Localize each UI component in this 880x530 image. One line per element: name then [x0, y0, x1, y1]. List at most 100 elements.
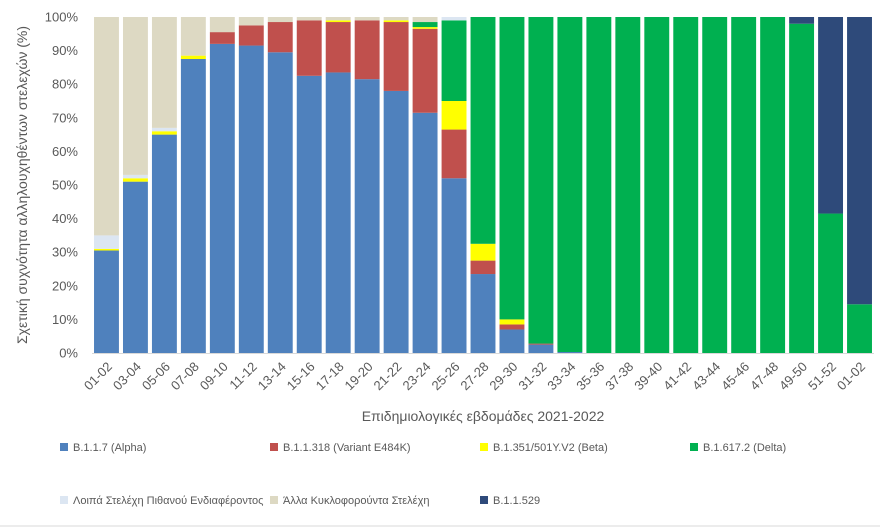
- bar-segment: [441, 129, 467, 179]
- bar-segment: [122, 174, 148, 179]
- bar-segment: [296, 17, 322, 21]
- bar-segment: [151, 131, 177, 135]
- bar-segment: [354, 20, 380, 80]
- bar-segment: [354, 79, 380, 353]
- bar-segment: [499, 17, 525, 320]
- bar-segment: [557, 351, 583, 353]
- y-tick-label: 80%: [52, 77, 78, 92]
- bar-segment: [209, 17, 235, 33]
- y-axis-title: Σχετική συχνότητα αλληλουχηθέντων στελεχ…: [14, 26, 30, 344]
- bar-segment: [818, 17, 844, 214]
- legend-label: B.1.617.2 (Delta): [703, 442, 786, 454]
- bar-segment: [238, 45, 264, 354]
- bar-segment: [325, 72, 351, 353]
- y-tick-label: 60%: [52, 144, 78, 159]
- bar-segment: [209, 43, 235, 353]
- bar-segment: [470, 17, 496, 244]
- bar-segment: [789, 23, 815, 353]
- bar-segment: [267, 52, 293, 353]
- legend-label: B.1.1.529: [493, 495, 540, 507]
- y-tick-label: 70%: [52, 110, 78, 125]
- bar-segment: [470, 260, 496, 275]
- legend-label: Λοιπά Στελέχη Πιθανού Ενδιαφέροντος: [73, 495, 263, 507]
- x-tick-label: 41-42: [660, 359, 694, 393]
- legend-swatch: [690, 443, 698, 451]
- y-tick-label: 40%: [52, 211, 78, 226]
- x-axis-title: Επιδημιολογικές εβδομάδες 2021-2022: [362, 408, 605, 424]
- bar-segment: [151, 134, 177, 353]
- y-tick-label: 10%: [52, 312, 78, 327]
- bar-segment: [528, 17, 554, 344]
- bar-segment: [673, 17, 699, 353]
- bar-segment: [94, 248, 119, 251]
- x-tick-label: 39-40: [631, 359, 665, 393]
- bar-segment: [789, 17, 815, 24]
- bar-segment: [441, 101, 467, 130]
- legend-swatch: [60, 496, 68, 504]
- bar-segment: [325, 22, 351, 73]
- bar-segment: [325, 17, 351, 21]
- x-tick-label: 09-10: [197, 359, 231, 393]
- bar-segment: [94, 17, 119, 236]
- bar-segment: [383, 20, 409, 23]
- bar-segment: [238, 25, 264, 46]
- bar-segment: [412, 112, 438, 353]
- bar-segment: [499, 324, 525, 330]
- bar-segment: [412, 22, 438, 28]
- bar-segment: [847, 17, 872, 305]
- x-tick-label: 15-16: [284, 359, 318, 393]
- bar-segment: [94, 235, 119, 249]
- x-tick-label: 45-46: [718, 359, 752, 393]
- y-tick-label: 20%: [52, 278, 78, 293]
- x-tick-label: 47-48: [747, 359, 781, 393]
- bar-segment: [760, 17, 786, 353]
- bar-segment: [499, 329, 525, 353]
- bar-segment: [325, 20, 351, 23]
- bar-segment: [180, 17, 206, 56]
- y-tick-label: 100%: [45, 10, 79, 25]
- x-tick-label: 17-18: [313, 359, 347, 393]
- bar-segment: [441, 178, 467, 353]
- bar-segment: [731, 17, 757, 353]
- x-tick-label: 03-04: [110, 359, 144, 393]
- bar-segment: [528, 344, 554, 353]
- bar-segment: [644, 17, 670, 353]
- bar-segment: [412, 27, 438, 29]
- y-tick-label: 90%: [52, 43, 78, 58]
- bar-segment: [180, 55, 206, 59]
- bar-segment: [238, 17, 264, 26]
- y-tick-label: 0%: [59, 346, 78, 361]
- x-tick-label: 05-06: [139, 359, 173, 393]
- x-tick-label: 01-02: [81, 359, 115, 393]
- x-tick-label: 23-24: [400, 359, 434, 393]
- bar-segment: [354, 17, 380, 21]
- legend-swatch: [480, 496, 488, 504]
- x-tick-label: 25-26: [428, 359, 462, 393]
- bar-segment: [412, 17, 438, 23]
- legend-label: B.1.351/501Y.V2 (Beta): [493, 442, 608, 454]
- x-tick-label: 13-14: [255, 359, 289, 393]
- legend-label: Άλλα Κυκλοφορούντα Στελέχη: [283, 495, 429, 507]
- x-tick-label: 37-38: [602, 359, 636, 393]
- bar-segment: [441, 20, 467, 101]
- legend-label: B.1.1.7 (Alpha): [73, 442, 146, 454]
- legend-label: B.1.1.318 (Variant E484K): [283, 442, 411, 454]
- bar-segment: [122, 181, 148, 353]
- bar-segment: [209, 32, 235, 44]
- y-axis-ticks: 0% 10% 20% 30% 40% 50% 60% 70% 80% 90% 100%: [45, 10, 79, 361]
- bar-segment: [296, 20, 322, 76]
- bar-segment: [412, 28, 438, 113]
- x-tick-label: 27-28: [457, 359, 491, 393]
- bar-segment: [470, 274, 496, 353]
- x-tick-label: 29-30: [486, 359, 520, 393]
- x-tick-label: 01-02: [834, 359, 868, 393]
- bar-segment: [441, 17, 467, 21]
- bar-segment: [499, 319, 525, 325]
- x-tick-label: 19-20: [342, 359, 376, 393]
- bar-segment: [94, 250, 119, 353]
- x-tick-label: 51-52: [805, 359, 839, 393]
- x-tick-label: 49-50: [776, 359, 810, 393]
- y-tick-label: 30%: [52, 245, 78, 260]
- bar-segment: [151, 127, 177, 132]
